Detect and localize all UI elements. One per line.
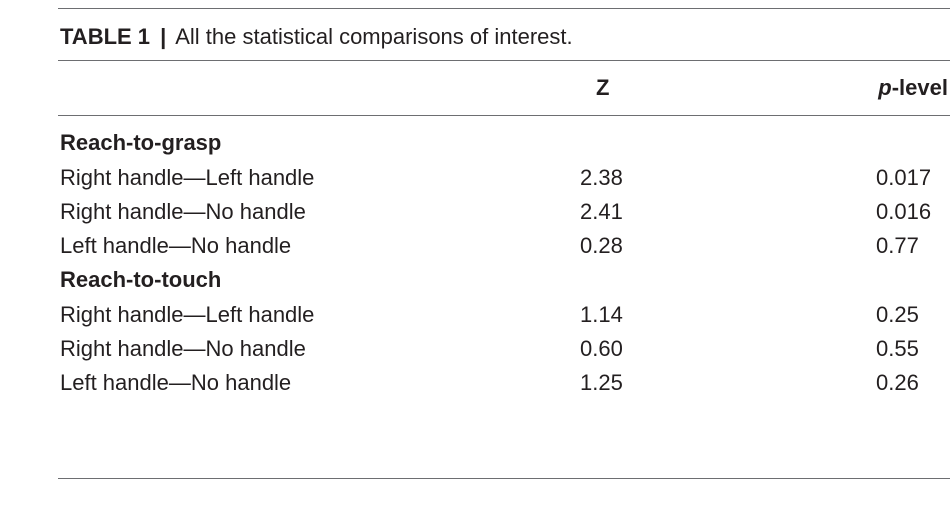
header-p: p-level — [878, 75, 948, 101]
row-label: Right handle—No handle — [60, 199, 306, 224]
p-value: 0.77 — [876, 233, 919, 258]
row-label: Right handle—Left handle — [60, 165, 315, 190]
group-title: Reach-to-touch — [60, 267, 222, 292]
row-label: Left handle—No handle — [60, 233, 292, 258]
header-rule — [58, 115, 950, 116]
z-value: 1.14 — [580, 302, 623, 327]
header-p-rest: -level — [891, 75, 948, 100]
header-p-italic: p — [878, 75, 892, 100]
z-value: 2.41 — [580, 199, 623, 224]
caption-text: All the statistical comparisons of inter… — [175, 24, 573, 49]
row-label: Left handle—No handle — [60, 370, 292, 395]
caption: TABLE 1 | All the statistical comparison… — [60, 24, 573, 50]
group-title: Reach-to-grasp — [60, 130, 222, 155]
caption-rule — [58, 60, 950, 61]
caption-label: TABLE 1 — [60, 24, 151, 49]
p-value: 0.017 — [876, 165, 932, 190]
z-value: 2.38 — [580, 165, 623, 190]
row-label: Right handle—No handle — [60, 336, 306, 361]
p-value: 0.26 — [876, 370, 919, 395]
p-value: 0.55 — [876, 336, 919, 361]
z-value: 1.25 — [580, 370, 623, 395]
caption-separator: | — [160, 24, 167, 49]
z-value: 0.28 — [580, 233, 623, 258]
p-value: 0.016 — [876, 199, 932, 224]
z-value: 0.60 — [580, 336, 623, 361]
bottom-rule — [58, 478, 950, 479]
row-label: Right handle—Left handle — [60, 302, 315, 327]
top-rule — [58, 8, 950, 9]
p-value: 0.25 — [876, 302, 919, 327]
header-z: Z — [596, 75, 610, 100]
